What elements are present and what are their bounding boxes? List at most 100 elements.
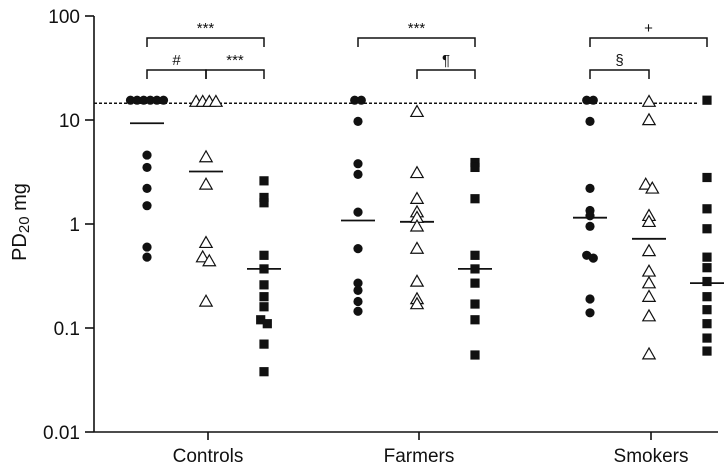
- y-axis-title-sub: 20: [16, 216, 33, 233]
- point-2-2-9: [702, 319, 712, 329]
- significance-label-5: +: [644, 20, 653, 37]
- significance-bracket-6: [589, 69, 650, 79]
- significance-label-4: ¶: [442, 52, 450, 69]
- point-2-1-7: [641, 264, 657, 277]
- point-0-0-7: [142, 162, 152, 173]
- axes: 0.01 0.1 1 10 100 Controls Farmers Smokers: [43, 7, 718, 467]
- point-2-0-10: [585, 308, 595, 318]
- point-0-0-3: [145, 95, 155, 105]
- point-0-2-8: [256, 315, 266, 325]
- point-2-2-5: [702, 263, 712, 273]
- point-1-0-3: [353, 159, 363, 169]
- point-2-2-7: [702, 292, 712, 302]
- point-0-2-9: [262, 319, 272, 329]
- x-ticks: Controls Farmers Smokers: [173, 432, 689, 467]
- point-0-2-7: [259, 302, 269, 312]
- significance-label-2: ***: [226, 52, 244, 69]
- point-0-2-4: [259, 264, 269, 274]
- point-2-1-6: [641, 243, 657, 257]
- significance-bracket-4: [416, 69, 476, 79]
- point-2-2-0: [702, 95, 712, 105]
- point-2-1-11: [641, 346, 657, 360]
- point-0-0-9: [142, 201, 152, 211]
- point-0-0-10: [142, 242, 152, 252]
- significance-label-1: #: [172, 52, 181, 69]
- point-0-0-8: [142, 183, 152, 193]
- y-axis-title: PD20 mg: [9, 183, 33, 261]
- data-points: [125, 94, 712, 377]
- point-2-2-10: [702, 333, 712, 343]
- point-0-2-10: [259, 339, 269, 349]
- point-2-1-3: [645, 180, 660, 194]
- y-tick-label-0: 0.01: [43, 423, 80, 444]
- point-0-0-1: [132, 95, 142, 105]
- point-1-1-0: [409, 104, 425, 118]
- median-lines: [130, 122, 724, 285]
- point-1-2-2: [470, 194, 480, 204]
- point-2-1-8: [641, 275, 657, 289]
- significance-bracket-1: [146, 69, 207, 79]
- x-tick-label-2: Smokers: [614, 446, 689, 467]
- point-2-2-8: [702, 305, 712, 315]
- point-0-2-11: [259, 367, 269, 377]
- point-1-0-7: [353, 278, 363, 288]
- point-0-1-4: [198, 149, 214, 163]
- point-1-2-3: [470, 250, 480, 260]
- point-0-0-11: [142, 252, 152, 262]
- point-0-0-0: [125, 95, 136, 105]
- point-1-2-5: [470, 278, 480, 288]
- point-1-0-10: [353, 306, 363, 316]
- point-2-2-11: [702, 346, 712, 356]
- point-1-0-0: [350, 95, 360, 105]
- point-2-1-9: [641, 289, 657, 302]
- point-2-2-1: [702, 172, 712, 183]
- significance-brackets: *** # *** *** ¶ + §: [146, 20, 708, 79]
- point-1-2-1: [470, 162, 480, 173]
- significance-bracket-2: [205, 69, 265, 79]
- point-2-0-5: [585, 211, 595, 221]
- point-1-2-0: [470, 157, 480, 168]
- point-2-1-0: [641, 94, 657, 107]
- point-0-2-3: [259, 250, 269, 260]
- x-tick-label-0: Controls: [173, 446, 244, 467]
- y-tick-label-1: 0.1: [54, 319, 80, 340]
- point-1-0-4: [353, 169, 363, 179]
- significance-bracket-5: [589, 37, 708, 47]
- point-0-0-6: [142, 150, 152, 160]
- significance-bracket-0: [146, 37, 265, 47]
- point-2-0-9: [585, 294, 595, 304]
- point-2-2-6: [702, 276, 712, 287]
- point-0-1-9: [198, 294, 214, 307]
- y-tick-label-2: 1: [69, 215, 80, 236]
- point-1-0-8: [353, 285, 363, 295]
- significance-label-3: ***: [408, 20, 426, 37]
- point-0-2-5: [259, 280, 269, 290]
- point-0-0-2: [139, 95, 149, 105]
- point-1-1-6: [409, 241, 425, 254]
- point-1-1-5: [409, 218, 425, 232]
- point-2-2-2: [702, 204, 712, 214]
- point-2-0-8: [588, 253, 598, 263]
- point-0-2-0: [259, 176, 269, 186]
- point-2-1-5: [641, 214, 657, 228]
- point-1-2-7: [470, 315, 480, 325]
- point-1-1-7: [409, 274, 425, 287]
- point-0-2-6: [259, 292, 269, 302]
- point-0-0-4: [152, 95, 162, 105]
- point-2-0-0: [582, 95, 592, 105]
- point-1-2-6: [470, 299, 480, 309]
- point-0-1-7: [195, 249, 210, 263]
- point-1-2-4: [470, 264, 480, 274]
- y-tick-label-3: 10: [59, 111, 80, 132]
- point-2-0-3: [585, 183, 595, 193]
- point-1-0-2: [353, 116, 363, 126]
- point-0-2-1: [259, 192, 269, 203]
- y-axis-title-main: PD: [9, 233, 31, 261]
- y-tick-label-4: 100: [48, 7, 80, 28]
- y-axis-title-unit: mg: [9, 183, 31, 216]
- point-1-0-6: [353, 244, 363, 254]
- point-1-0-9: [353, 296, 363, 307]
- point-2-2-4: [702, 252, 712, 262]
- point-0-1-3: [208, 94, 224, 107]
